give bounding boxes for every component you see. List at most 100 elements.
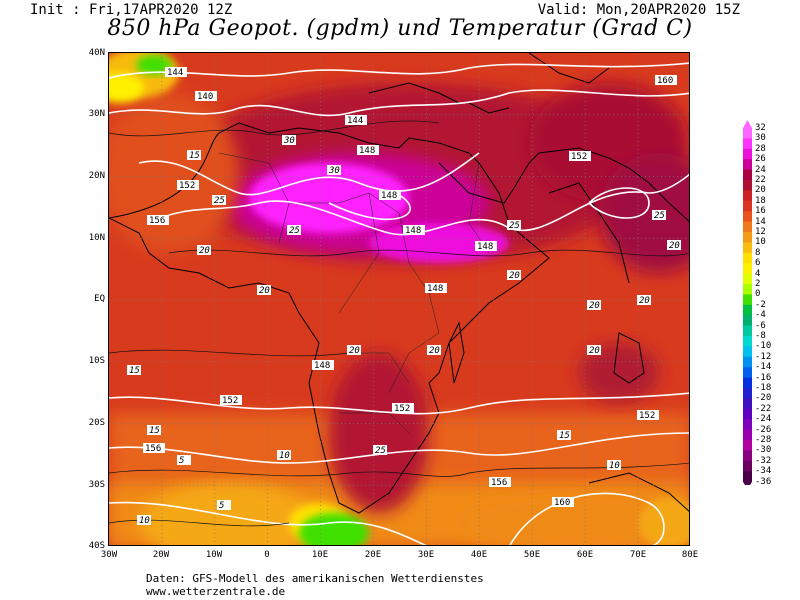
lat-tick: EQ [94, 294, 105, 304]
geopot-label: 160 [657, 76, 673, 86]
legend-label: -18 [755, 383, 772, 393]
temp-label: 20 [589, 301, 600, 311]
temp-label: 30 [328, 166, 340, 176]
legend-arrow-top [743, 120, 752, 128]
legend-swatch [743, 419, 752, 431]
legend-label: 2 [755, 279, 761, 289]
geopotential-contours [109, 62, 689, 545]
legend-swatch [743, 356, 752, 368]
legend-swatch [743, 304, 752, 316]
legend-swatch [743, 263, 752, 275]
legend-label: -32 [755, 455, 772, 466]
legend-label: 28 [755, 143, 766, 154]
legend-label: -24 [755, 414, 772, 425]
source-website: www.wetterzentrale.de [146, 585, 286, 598]
legend-swatch [743, 294, 752, 306]
temp-label: 25 [509, 221, 520, 231]
legend-swatch [743, 232, 752, 243]
temp-label: 15 [149, 426, 160, 436]
geopot-label: 156 [149, 216, 165, 226]
legend-label: -12 [755, 351, 772, 362]
temp-label: 20 [639, 296, 650, 306]
legend-swatch [743, 221, 752, 233]
legend-label: -34 [755, 466, 772, 477]
geopot-label: 152 [222, 396, 238, 406]
init-time: Init : Fri,17APR2020 12Z [30, 2, 233, 18]
lat-tick: 30N [88, 109, 105, 119]
legend-swatch [743, 138, 752, 150]
legend-swatch [743, 169, 752, 181]
temp-label: 20 [259, 286, 270, 296]
lon-tick: 0 [264, 550, 270, 560]
temp-label: 25 [654, 211, 665, 221]
legend-label: -36 [755, 476, 772, 487]
legend-swatch [743, 252, 752, 264]
lon-tick: 10W [205, 550, 223, 560]
lon-tick: 50E [523, 550, 541, 560]
geopot-label: 152 [639, 411, 655, 421]
legend-swatch [743, 190, 752, 202]
legend-label: 8 [755, 247, 761, 258]
lon-tick: 20E [364, 550, 382, 560]
geopot-label: 148 [477, 242, 493, 252]
geopotential-labels: 144 140 148 152 156 160 148 152 144 148 … [143, 67, 677, 508]
lon-tick: 40E [470, 550, 488, 560]
temperature-contours [109, 120, 689, 527]
legend-swatch [743, 180, 752, 191]
legend-swatch [743, 346, 752, 358]
lon-tick: 10E [311, 550, 329, 560]
legend-label: 16 [755, 206, 766, 217]
legend-swatch [743, 398, 752, 410]
temperature-labels: 25 20 15 10 5 30 20 25 15 10 20 20 25 30… [127, 135, 681, 526]
weather-map: 144 140 148 152 156 160 148 152 144 148 … [108, 52, 690, 546]
lat-tick: 10N [88, 233, 105, 243]
legend-swatch [743, 450, 752, 462]
legend-swatch [743, 429, 752, 441]
geopot-label: 148 [314, 361, 330, 371]
lat-tick: 20N [88, 171, 105, 181]
lon-tick: 30W [100, 550, 118, 560]
legend-label: 18 [755, 195, 766, 206]
legend-label: -14 [755, 362, 772, 373]
legend-label: 0 [755, 289, 761, 300]
legend-label: 26 [755, 154, 766, 165]
geopot-label: 140 [197, 92, 213, 102]
legend-swatch [743, 211, 752, 223]
legend-label: -8 [755, 331, 766, 341]
lat-tick: 10S [88, 356, 105, 366]
temp-label: 10 [609, 461, 620, 471]
valid-time: Valid: Mon,20APR2020 15Z [537, 2, 740, 18]
lon-tick: 80E [681, 550, 699, 560]
geopot-label: 144 [347, 116, 363, 126]
legend-arrow-bottom [743, 481, 752, 485]
map-title: 850 hPa Geopot. (gpdm) und Temperatur (G… [107, 16, 693, 41]
lat-tick: 20S [88, 418, 105, 428]
lon-tick: 30E [417, 550, 435, 560]
legend-label: 12 [755, 227, 766, 237]
temp-label: 15 [189, 151, 200, 161]
temp-label: 5 [219, 501, 224, 511]
legend-label: -10 [755, 341, 772, 352]
legend-label: 6 [755, 258, 761, 269]
legend-swatch [743, 408, 752, 420]
lon-tick: 60E [576, 550, 594, 560]
legend-label: 24 [755, 164, 766, 175]
lat-tick: 40N [88, 48, 105, 58]
geopot-label: 152 [179, 181, 195, 191]
geopot-label: 148 [359, 146, 375, 156]
temp-label: 15 [559, 431, 570, 441]
legend-swatch [743, 440, 752, 451]
temp-label: 20 [589, 346, 600, 356]
temp-label: 15 [129, 366, 140, 376]
legend-swatch [743, 200, 752, 212]
lon-tick: 20W [152, 550, 170, 560]
borders [218, 152, 490, 434]
legend-swatch [743, 388, 752, 399]
legend-label: -20 [755, 393, 772, 404]
legend-label: -28 [755, 435, 772, 445]
legend-swatch [743, 460, 752, 472]
legend-label: -16 [755, 372, 772, 383]
geopot-label: 148 [405, 226, 421, 236]
geopot-label: 144 [167, 68, 183, 78]
temp-label: 20 [199, 246, 210, 256]
